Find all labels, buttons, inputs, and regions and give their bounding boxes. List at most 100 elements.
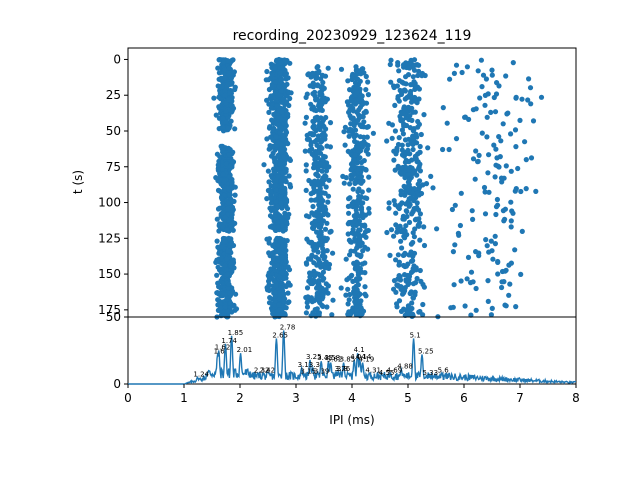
raster-point — [486, 189, 492, 195]
peak-label: 4.31 — [365, 366, 381, 374]
raster-point — [402, 228, 408, 234]
raster-point — [398, 171, 404, 177]
raster-point — [458, 190, 464, 196]
raster-point — [401, 252, 407, 258]
raster-point — [444, 120, 450, 126]
raster-point — [215, 166, 221, 172]
raster-point — [350, 222, 356, 228]
peak-label: 1.24 — [193, 370, 209, 378]
raster-point — [227, 174, 233, 180]
raster-point — [323, 265, 329, 271]
raster-point — [366, 206, 372, 212]
raster-point — [482, 211, 489, 217]
raster-point — [497, 154, 503, 160]
raster-ytick-label: 150 — [98, 267, 121, 281]
raster-point — [320, 79, 326, 86]
raster-point — [232, 126, 238, 132]
raster-point — [498, 138, 504, 144]
raster-point — [310, 70, 316, 76]
raster-point — [354, 245, 360, 251]
peak-label: 4.69 — [387, 366, 403, 374]
raster-point — [356, 115, 362, 121]
raster-point — [409, 105, 415, 111]
raster-point — [508, 260, 514, 266]
peak-label: 3.39 — [314, 368, 330, 376]
raster-point — [404, 213, 410, 220]
raster-point — [387, 252, 393, 258]
raster-ylabel: t (s) — [71, 170, 85, 194]
raster-point — [411, 63, 417, 69]
raster-point — [359, 189, 365, 195]
raster-point — [416, 86, 422, 92]
raster-point — [287, 157, 293, 163]
raster-point — [501, 175, 507, 181]
raster-point — [277, 274, 283, 280]
raster-point — [273, 283, 279, 289]
raster-point — [285, 75, 291, 81]
raster-point — [319, 242, 325, 248]
raster-point — [398, 238, 404, 244]
raster-point — [414, 275, 420, 282]
raster-point — [221, 178, 227, 184]
raster-point — [272, 289, 278, 295]
raster-point — [277, 213, 283, 220]
raster-point — [274, 262, 280, 269]
raster-point — [269, 84, 275, 90]
raster-point — [409, 117, 415, 123]
raster-point — [398, 284, 404, 290]
raster-point — [218, 195, 225, 201]
raster-point — [224, 296, 230, 302]
raster-point — [404, 208, 410, 215]
raster-point — [266, 179, 272, 185]
raster-point — [315, 249, 321, 255]
raster-point — [365, 79, 371, 85]
raster-point — [416, 309, 422, 315]
raster-point — [282, 126, 288, 132]
raster-point — [366, 174, 372, 180]
raster-point — [316, 271, 322, 277]
raster-point — [404, 311, 410, 317]
raster-point — [365, 124, 371, 130]
raster-point — [421, 284, 427, 290]
raster-point — [354, 259, 360, 265]
raster-point — [321, 275, 327, 282]
raster-point — [482, 92, 488, 98]
raster-point — [272, 212, 278, 218]
raster-point — [353, 207, 359, 213]
raster-point — [342, 142, 348, 148]
raster-point — [358, 207, 365, 213]
raster-point — [395, 62, 401, 68]
raster-point — [518, 188, 524, 195]
raster-point — [268, 196, 274, 202]
raster-point — [522, 139, 528, 145]
raster-point — [434, 226, 440, 232]
raster-point — [364, 195, 370, 201]
raster-point — [311, 247, 317, 253]
peak-label: 5.33 — [423, 369, 439, 377]
raster-point — [526, 76, 532, 82]
raster-point — [515, 165, 521, 172]
raster-point — [492, 233, 498, 239]
raster-point — [354, 199, 360, 205]
raster-point — [314, 229, 320, 235]
raster-point — [323, 184, 329, 190]
raster-point — [489, 72, 495, 78]
raster-point — [348, 248, 354, 254]
raster-point — [267, 143, 273, 149]
raster-point — [278, 60, 284, 66]
raster-point — [223, 100, 229, 106]
raster-point — [319, 133, 325, 139]
raster-point — [283, 178, 289, 184]
raster-point — [287, 184, 294, 190]
raster-point — [407, 290, 413, 297]
raster-point — [310, 225, 316, 231]
raster-point — [470, 216, 476, 222]
raster-point — [224, 271, 230, 278]
raster-ytick-label: 0 — [113, 52, 121, 66]
raster-point — [415, 207, 422, 213]
raster-point — [266, 240, 272, 246]
raster-point — [506, 292, 512, 298]
raster-point — [508, 218, 514, 224]
raster-point — [265, 187, 271, 194]
raster-point — [275, 115, 281, 121]
